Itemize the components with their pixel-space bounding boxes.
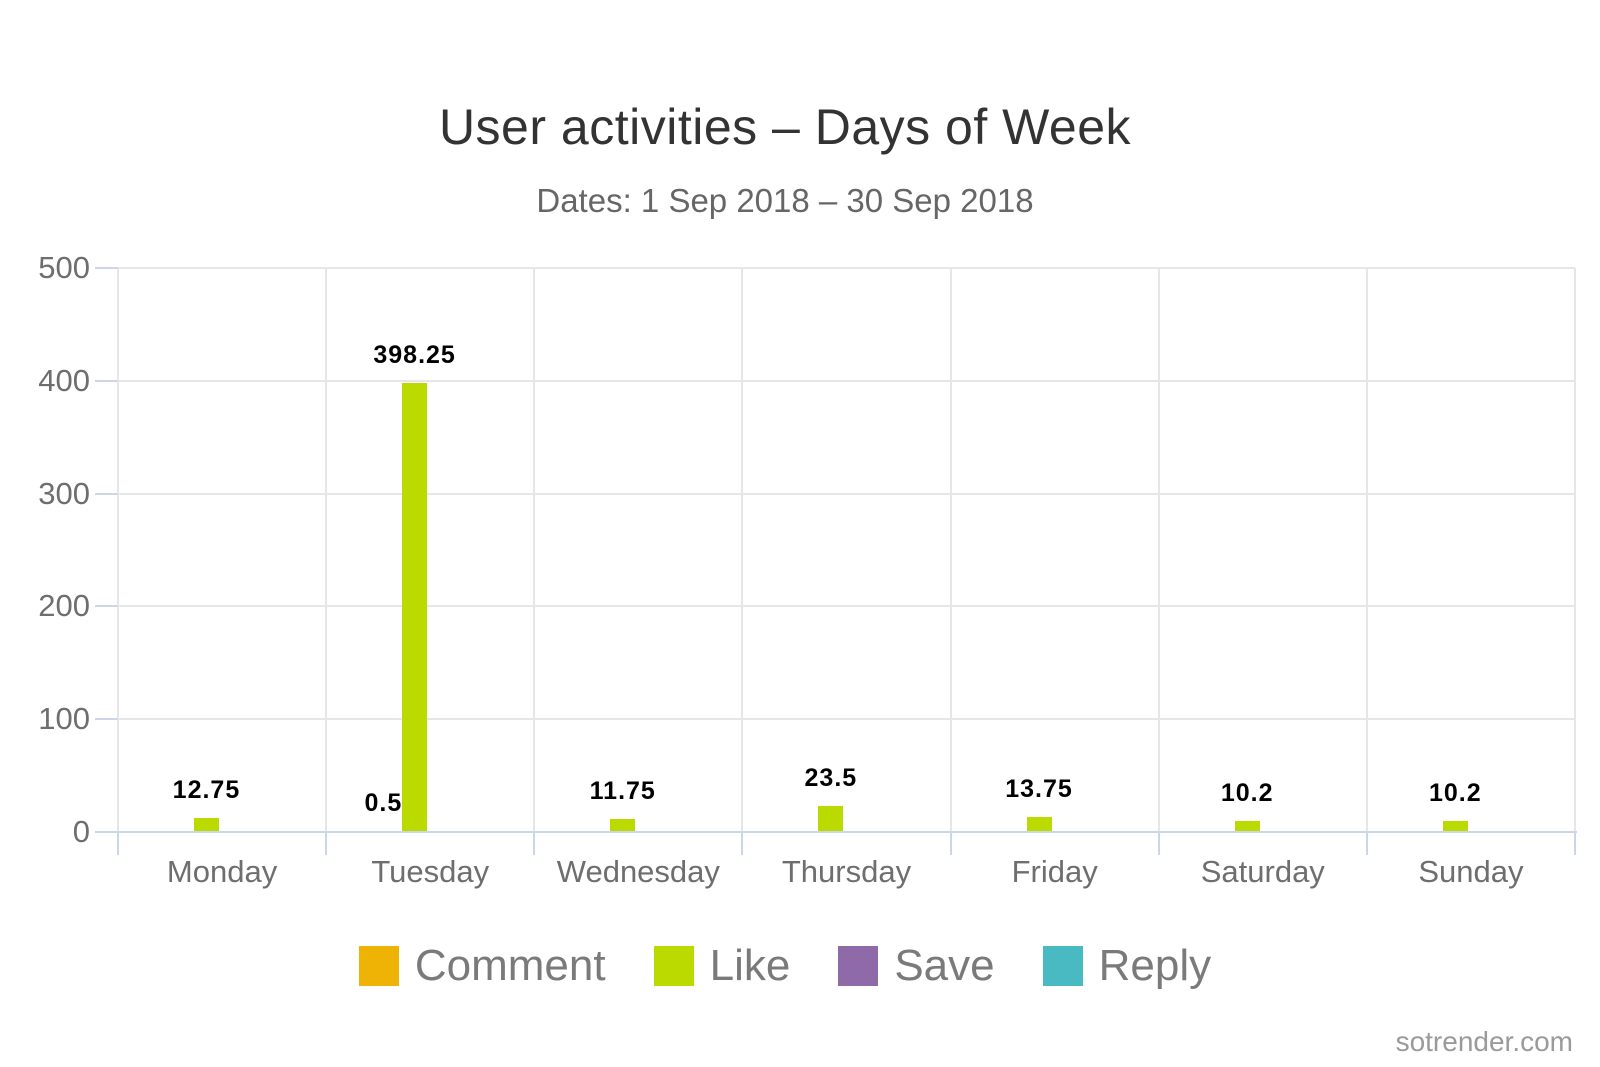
legend-item-comment[interactable]: Comment: [358, 941, 606, 991]
x-axis-label-tuesday: Tuesday: [371, 854, 490, 889]
plot-area: 0.5 12.75 398.25 11.75 23.5 13.75 10.2 10.2: [117, 267, 1576, 832]
data-label-like-friday: 13.75: [1005, 774, 1073, 803]
legend-label-like: Like: [709, 941, 791, 990]
x-gridline-7: [1574, 268, 1576, 832]
data-label-like-monday: 12.75: [172, 775, 241, 804]
y-axis-label-200: 200: [38, 588, 90, 624]
x-axis-tick-0: [117, 833, 119, 855]
x-axis-tick-5: [1157, 833, 1160, 855]
x-axis-label-sunday: Sunday: [1418, 854, 1524, 889]
legend-swatch-like: [653, 946, 694, 986]
x-axis-tick-1: [325, 833, 328, 855]
x-axis-label-friday: Friday: [1011, 854, 1098, 889]
bar-like-tuesday[interactable]: [402, 382, 428, 832]
x-gridline-1: [325, 268, 328, 832]
y-axis-tick-100: [95, 718, 118, 721]
legend-label-comment: Comment: [414, 941, 606, 990]
data-label-comment-tuesday: 0.5: [364, 788, 403, 817]
data-label-like-tuesday: 398.25: [373, 340, 456, 369]
x-gridline-5: [1157, 268, 1160, 832]
bar-like-saturday[interactable]: [1234, 820, 1260, 832]
bar-like-friday[interactable]: [1026, 816, 1052, 832]
x-axis-tick-2: [533, 833, 536, 855]
y-gridline-300: [118, 492, 1575, 495]
y-gridline-500: [118, 267, 1575, 269]
y-axis-tick-0: [95, 831, 118, 833]
y-gridline-200: [118, 605, 1575, 608]
y-axis-label-0: 0: [72, 814, 90, 849]
y-axis-tick-400: [95, 379, 118, 382]
legend-item-like[interactable]: Like: [653, 941, 791, 991]
x-axis-label-saturday: Saturday: [1200, 854, 1325, 889]
y-axis-label-400: 400: [38, 362, 90, 398]
x-axis-label-wednesday: Wednesday: [556, 854, 720, 889]
legend-item-reply[interactable]: Reply: [1042, 941, 1212, 991]
bar-like-monday[interactable]: [193, 817, 219, 832]
x-gridline-6: [1365, 268, 1368, 832]
x-axis-tick-4: [949, 833, 952, 855]
y-axis-tick-500: [95, 267, 118, 269]
legend-swatch-comment: [358, 946, 399, 986]
x-axis-label-thursday: Thursday: [781, 854, 912, 889]
x-axis-label-monday: Monday: [166, 854, 278, 889]
data-label-like-saturday: 10.2: [1220, 778, 1274, 807]
bar-like-sunday[interactable]: [1442, 820, 1468, 832]
legend-label-reply: Reply: [1098, 941, 1212, 990]
y-axis-label-500: 500: [38, 250, 90, 285]
x-axis-line: [118, 831, 1577, 833]
watermark: sotrender.com: [1395, 1026, 1573, 1057]
legend: Comment Like Save Reply: [0, 941, 1570, 991]
x-axis-tick-7: [1574, 833, 1576, 855]
x-gridline-0: [117, 268, 119, 832]
y-gridline-400: [118, 379, 1575, 382]
data-label-like-wednesday: 11.75: [589, 776, 656, 805]
x-gridline-4: [949, 268, 952, 832]
x-axis-tick-6: [1365, 833, 1368, 855]
y-axis-label-300: 300: [38, 475, 90, 511]
x-gridline-3: [741, 268, 744, 832]
y-axis-tick-200: [95, 605, 118, 608]
bar-like-wednesday[interactable]: [610, 818, 636, 832]
legend-label-save: Save: [894, 941, 995, 990]
legend-item-save[interactable]: Save: [838, 941, 995, 991]
chart-title: User activities – Days of Week: [438, 99, 1132, 155]
legend-swatch-save: [838, 946, 879, 986]
legend-swatch-reply: [1042, 946, 1083, 986]
y-gridline-100: [118, 718, 1575, 721]
x-gridline-2: [533, 268, 536, 832]
y-axis-label-100: 100: [38, 701, 90, 737]
data-label-like-sunday: 10.2: [1428, 778, 1482, 807]
x-axis-tick-3: [741, 833, 744, 855]
data-label-like-thursday: 23.5: [804, 763, 858, 792]
chart-subtitle: Dates: 1 Sep 2018 – 30 Sep 2018: [536, 182, 1034, 219]
y-axis-tick-300: [95, 492, 118, 495]
bar-like-thursday[interactable]: [818, 805, 844, 832]
